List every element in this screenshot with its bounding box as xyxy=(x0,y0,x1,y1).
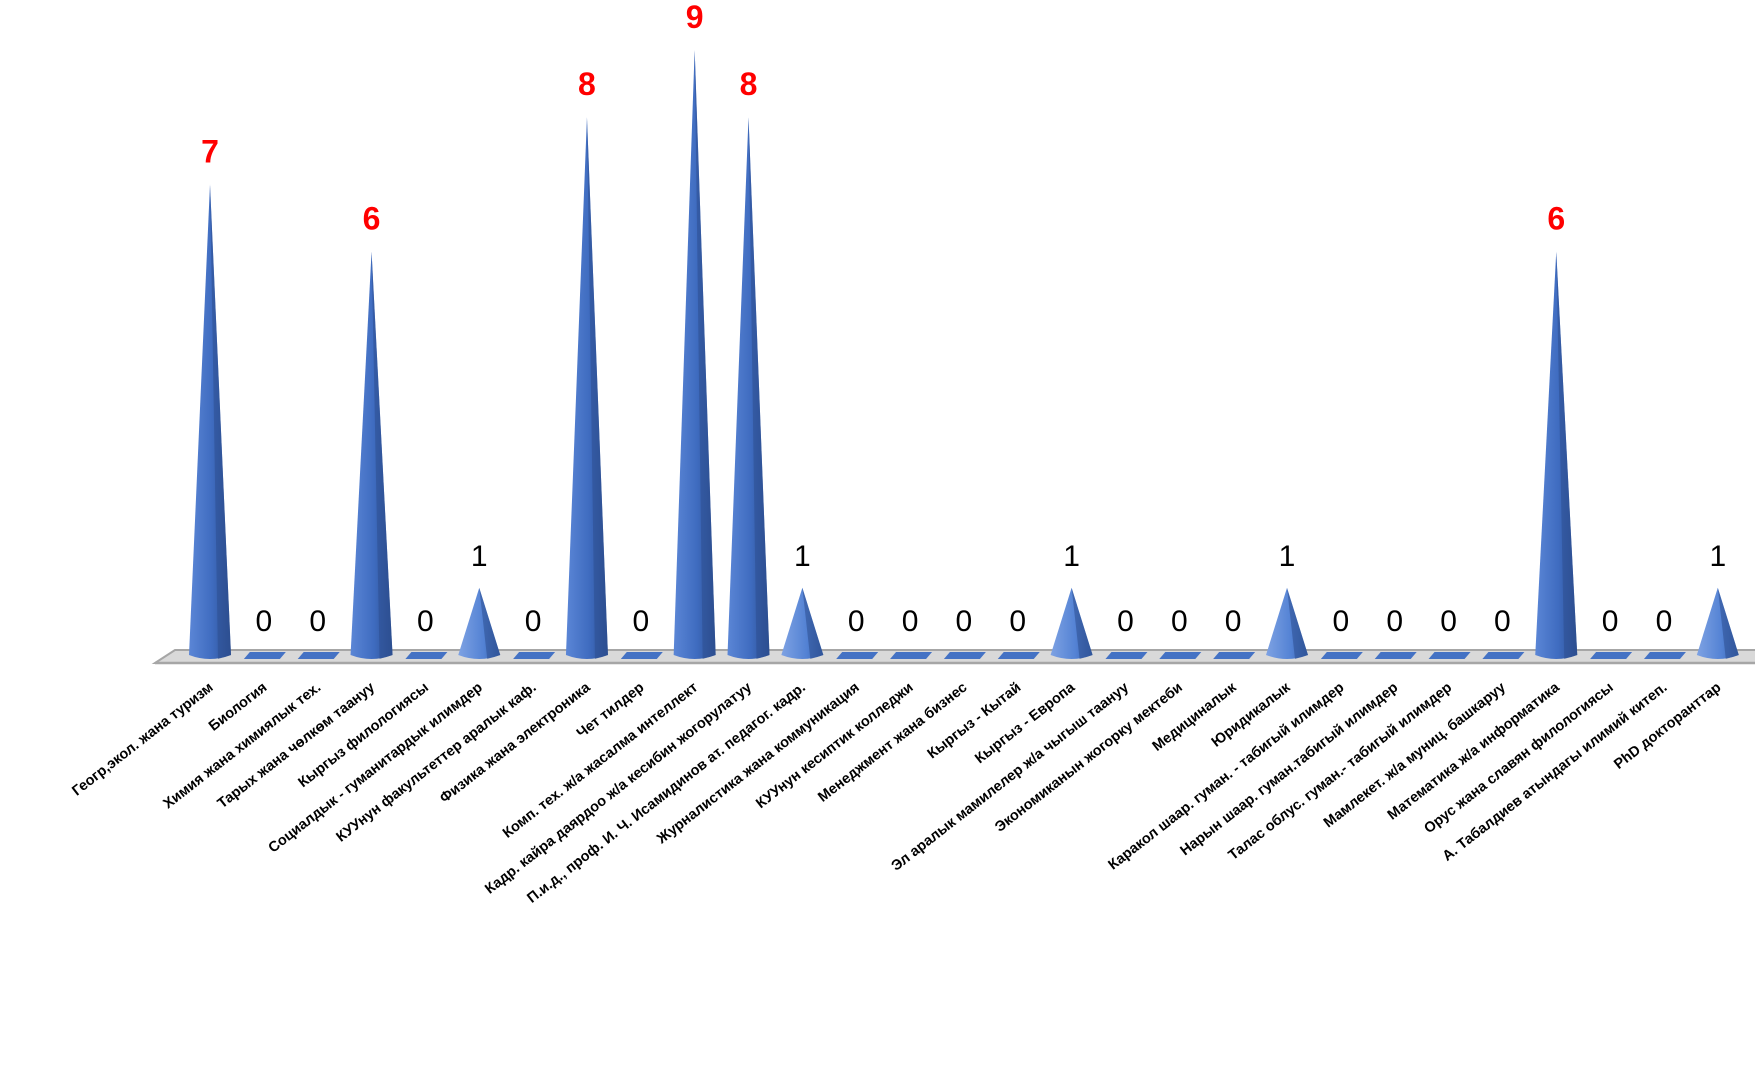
cone-zero-slab xyxy=(997,652,1040,659)
cone-bar xyxy=(1266,587,1308,659)
cone-bar xyxy=(297,652,340,659)
category-label: Комп. тех. ж/а жасалма интеллект xyxy=(500,680,701,842)
cone-shade xyxy=(748,117,770,659)
category-label: Кыргыз - Кытай xyxy=(925,680,1025,763)
data-label: 7 xyxy=(201,133,219,169)
cone-shade xyxy=(802,587,824,659)
cone-bar xyxy=(1428,652,1471,659)
cone-shade xyxy=(1556,251,1578,659)
cone-bar xyxy=(1590,652,1633,659)
cone-zero-slab xyxy=(1374,652,1417,659)
cone-bar xyxy=(943,652,986,659)
cone-bar xyxy=(997,652,1040,659)
cone-zero-slab xyxy=(1482,652,1525,659)
cone-bar xyxy=(565,117,608,659)
data-label: 0 xyxy=(256,605,273,638)
cone-zero-slab xyxy=(1105,652,1148,659)
cone-bar xyxy=(1320,652,1363,659)
cone-zero-slab xyxy=(405,652,448,659)
cone-zero-slab xyxy=(943,652,986,659)
cone-zero-slab xyxy=(243,652,286,659)
cone-zero-slab xyxy=(1590,652,1633,659)
data-label: 0 xyxy=(1171,605,1188,638)
data-label: 6 xyxy=(363,201,381,237)
cone-bar xyxy=(513,652,556,659)
cone-shade xyxy=(479,587,501,659)
cone-zero-slab xyxy=(836,652,879,659)
cone-zero-slab xyxy=(1428,652,1471,659)
cone-zero-slab xyxy=(1159,652,1202,659)
cone-bar xyxy=(350,251,393,659)
data-label: 0 xyxy=(1333,605,1350,638)
data-labels: 7 0 0 6 0 1 0 8 0 9 8 1 0 0 0 0 1 0 0 0 1 0 0 0 0 6 0 0 1 xyxy=(201,0,1726,638)
cone-zero-slab xyxy=(1643,652,1686,659)
data-label: 0 xyxy=(1440,605,1457,638)
cone-shade xyxy=(371,251,393,659)
cone-bar xyxy=(458,587,501,659)
cone-bar xyxy=(781,587,824,659)
cone-zero-slab xyxy=(513,652,556,659)
data-label: 6 xyxy=(1547,201,1565,237)
cone-bar xyxy=(836,652,879,659)
cone-shade xyxy=(1717,587,1739,659)
data-label: 1 xyxy=(471,540,488,573)
data-label: 1 xyxy=(1279,540,1296,573)
cone-shade xyxy=(586,117,608,659)
cone-bar xyxy=(1535,251,1578,659)
data-label: 0 xyxy=(309,605,326,638)
data-label: 0 xyxy=(1117,605,1134,638)
data-label: 0 xyxy=(1386,605,1403,638)
cone-shade xyxy=(210,184,231,659)
data-label: 0 xyxy=(1494,605,1511,638)
cone-zero-slab xyxy=(1213,652,1256,659)
cone-series xyxy=(189,50,1739,659)
cone-bar xyxy=(1643,652,1686,659)
cone-shade xyxy=(694,50,716,659)
data-label: 1 xyxy=(794,540,811,573)
data-label: 8 xyxy=(578,66,596,102)
data-label: 0 xyxy=(632,605,649,638)
data-label: 9 xyxy=(686,0,704,35)
data-label: 8 xyxy=(740,66,758,102)
cone-bar xyxy=(890,652,933,659)
category-label: КУУнун факультеттер аралык каф. xyxy=(333,680,539,846)
cone-zero-slab xyxy=(620,652,663,659)
cone-bar xyxy=(1213,652,1256,659)
cone-bar xyxy=(189,184,231,659)
cone-bar xyxy=(405,652,448,659)
data-label: 0 xyxy=(902,605,919,638)
data-label: 0 xyxy=(1602,605,1619,638)
data-label: 0 xyxy=(1009,605,1026,638)
data-label: 0 xyxy=(525,605,542,638)
data-label: 0 xyxy=(848,605,865,638)
cone-bar xyxy=(1482,652,1525,659)
cone-bar xyxy=(1159,652,1202,659)
data-label: 1 xyxy=(1709,540,1726,573)
cone-bar xyxy=(1696,587,1739,659)
data-label: 0 xyxy=(1656,605,1673,638)
cone-bar xyxy=(1050,587,1093,659)
cone-shade xyxy=(1287,587,1308,659)
cone-bar xyxy=(243,652,286,659)
cone-zero-slab xyxy=(1320,652,1363,659)
data-label: 1 xyxy=(1063,540,1080,573)
cone-bar xyxy=(673,50,716,659)
data-label: 0 xyxy=(417,605,434,638)
cone-shade xyxy=(1071,587,1093,659)
data-label: 0 xyxy=(1225,605,1242,638)
cone-zero-slab xyxy=(297,652,340,659)
cone-zero-slab xyxy=(890,652,933,659)
cone-bar xyxy=(1374,652,1417,659)
data-label: 0 xyxy=(956,605,973,638)
cone-bar xyxy=(727,117,770,659)
cone-bar xyxy=(620,652,663,659)
cone-bar xyxy=(1105,652,1148,659)
